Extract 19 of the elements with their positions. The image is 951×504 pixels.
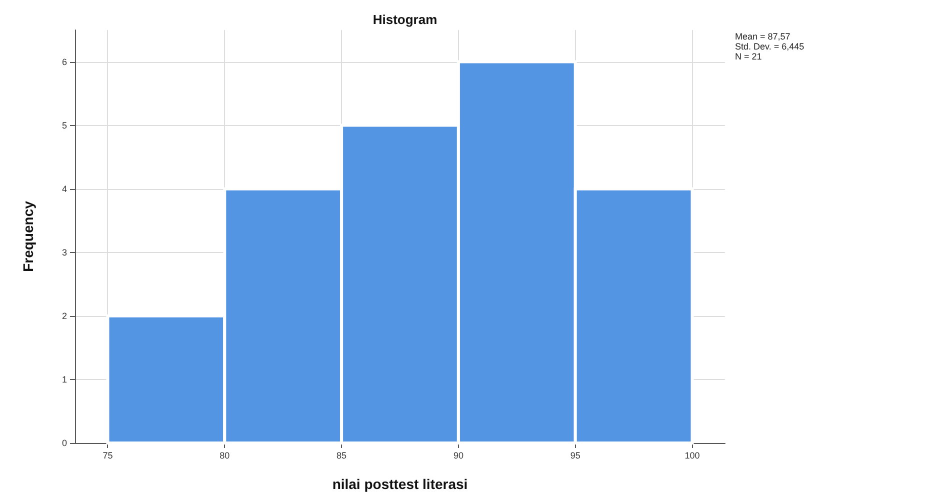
y-tick-label: 5 <box>62 120 67 130</box>
chart-title: Histogram <box>372 12 438 27</box>
x-tick-label: 100 <box>684 450 700 460</box>
x-tick-label: 95 <box>570 450 580 460</box>
x-tick-label: 90 <box>453 450 464 460</box>
y-tick-label: 3 <box>62 247 67 258</box>
text: N = 21 <box>735 52 762 62</box>
x-tick-label: 85 <box>336 450 347 460</box>
x-axis-title: nilai posttest literasi <box>332 476 468 492</box>
x-tick-label: 75 <box>102 450 113 460</box>
text: Std. Dev. = 6,445 <box>735 42 804 52</box>
y-tick-label: 1 <box>62 374 67 384</box>
text: Mean = 87,57 <box>735 32 790 42</box>
x-tick-label: 80 <box>220 450 230 460</box>
y-tick-label: 0 <box>62 438 67 448</box>
y-tick-label: 4 <box>62 184 67 194</box>
y-axis-title: Frequency <box>20 200 36 272</box>
y-tick-label: 2 <box>62 310 67 321</box>
y-tick-label: 6 <box>62 56 67 67</box>
